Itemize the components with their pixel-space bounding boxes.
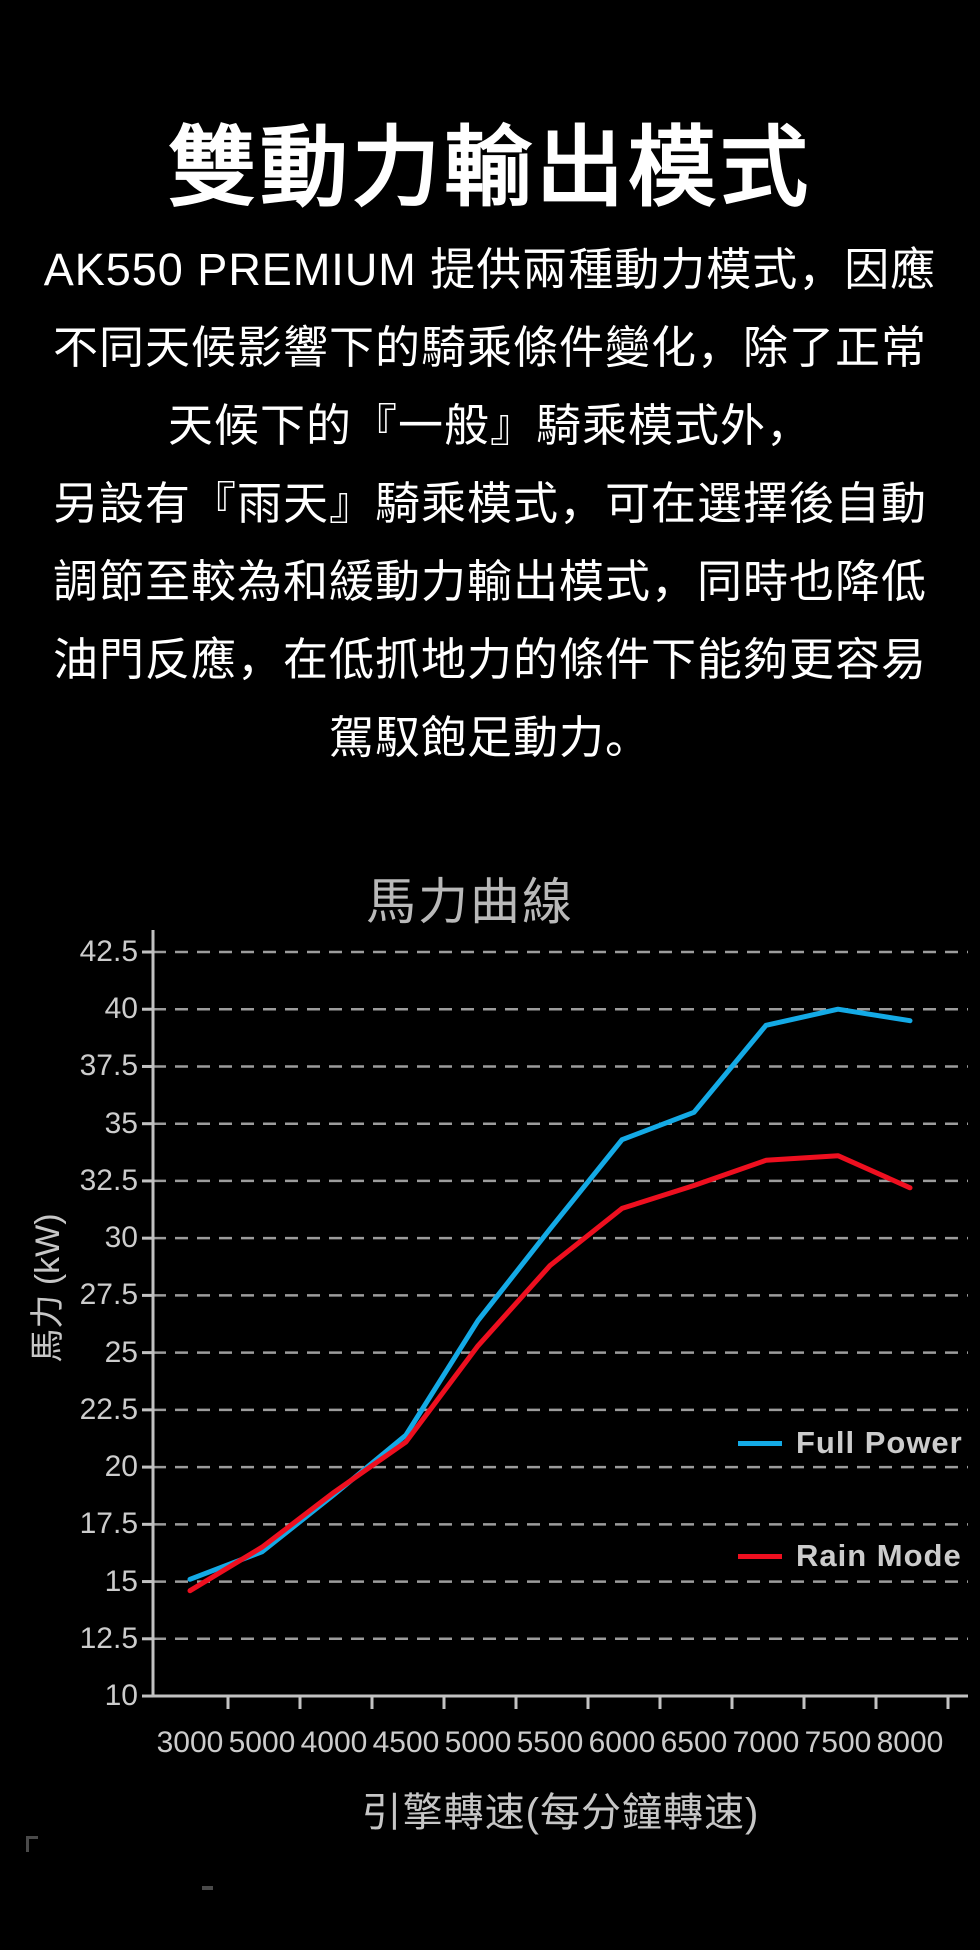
x-axis-title: 引擎轉速(每分鐘轉速) xyxy=(361,1791,760,1835)
artifact-mark xyxy=(26,1836,29,1852)
x-tick-label: 7000 xyxy=(732,1726,800,1759)
legend-label-rain-mode: Rain Mode xyxy=(796,1538,962,1573)
intro-line: 調節至較為和緩動力輸出模式，同時也降低 xyxy=(52,556,927,607)
x-tick-label: 6000 xyxy=(588,1726,656,1759)
legend-line-full-power-icon xyxy=(738,1440,782,1446)
y-tick-label: 10 xyxy=(104,1679,138,1713)
intro-paragraph: AK550 PREMIUM 提供兩種動力模式，因應 不同天候影響下的騎乘條件變化… xyxy=(0,231,980,777)
y-tick-label: 25 xyxy=(104,1335,138,1369)
intro-line: 另設有『雨天』騎乘模式，可在選擇後自動 xyxy=(52,478,927,529)
x-tick-label: 5000 xyxy=(228,1726,296,1759)
y-tick-label: 22.5 xyxy=(79,1392,138,1426)
y-tick-label: 42.5 xyxy=(79,935,138,968)
x-tick-label: 4500 xyxy=(372,1726,440,1759)
legend-item-rain-mode: Rain Mode xyxy=(738,1536,962,1576)
artifact-mark xyxy=(29,1836,38,1839)
y-tick-label: 17.5 xyxy=(79,1507,138,1541)
legend-item-full-power: Full Power xyxy=(738,1423,963,1463)
intro-line: 駕馭飽足動力。 xyxy=(328,712,651,763)
intro-line: 油門反應，在低抓地力的條件下能夠更容易 xyxy=(52,634,927,685)
intro-line: 不同天候影響下的騎乘條件變化，除了正常 xyxy=(52,322,927,373)
x-tick-label: 3000 xyxy=(156,1726,224,1759)
y-tick-label: 32.5 xyxy=(79,1163,138,1197)
x-tick-label: 5000 xyxy=(444,1726,512,1759)
y-tick-label: 37.5 xyxy=(79,1049,138,1083)
y-tick-label: 15 xyxy=(104,1564,138,1598)
y-tick-label: 35 xyxy=(104,1106,138,1140)
x-tick-label: 8000 xyxy=(876,1726,944,1759)
x-tick-label: 7500 xyxy=(804,1726,872,1759)
x-tick-label: 5500 xyxy=(516,1726,584,1759)
legend-line-rain-mode-icon xyxy=(738,1553,782,1559)
y-tick-label: 30 xyxy=(104,1221,138,1255)
y-tick-label: 40 xyxy=(104,992,138,1026)
chart-title: 馬力曲線 xyxy=(366,874,574,930)
x-tick-label: 6500 xyxy=(660,1726,728,1759)
x-tick-label: 4000 xyxy=(300,1726,368,1759)
intro-line: AK550 PREMIUM 提供兩種動力模式，因應 xyxy=(43,244,937,295)
intro-line: 天候下的『一般』騎乘模式外， xyxy=(167,400,812,451)
y-tick-label: 27.5 xyxy=(79,1278,138,1312)
page-title: 雙動力輸出模式 xyxy=(167,118,812,217)
y-tick-label: 20 xyxy=(104,1450,138,1484)
legend-label-full-power: Full Power xyxy=(796,1425,963,1460)
artifact-mark xyxy=(202,1886,213,1890)
y-tick-label: 12.5 xyxy=(79,1621,138,1655)
